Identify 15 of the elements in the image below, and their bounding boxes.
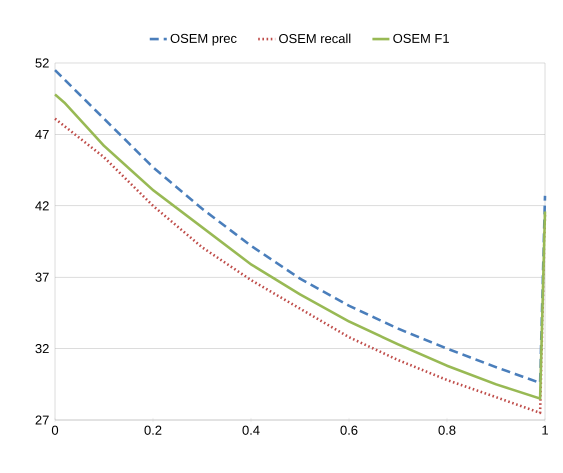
x-tick-label: 0.6 (340, 426, 358, 435)
y-tick-label: 32 (35, 344, 49, 354)
x-tick-label: 0.4 (242, 426, 260, 435)
y-tick-label: 27 (36, 415, 49, 425)
legend-label: OSEM prec (170, 34, 237, 46)
x-tick-label: 1 (542, 426, 548, 435)
x-tick-label: 0 (52, 426, 58, 435)
x-tick-label: 0.8 (438, 426, 456, 435)
y-tick-label: 42 (35, 201, 49, 210)
y-tick-label: 52 (35, 58, 49, 68)
y-tick-label: 37 (35, 272, 49, 282)
x-tick-label: 0.2 (144, 426, 162, 435)
legend-label: OSEM recall (279, 34, 350, 44)
legend-label: OSEM F1 (393, 34, 449, 43)
y-tick-label: 47 (35, 130, 49, 139)
